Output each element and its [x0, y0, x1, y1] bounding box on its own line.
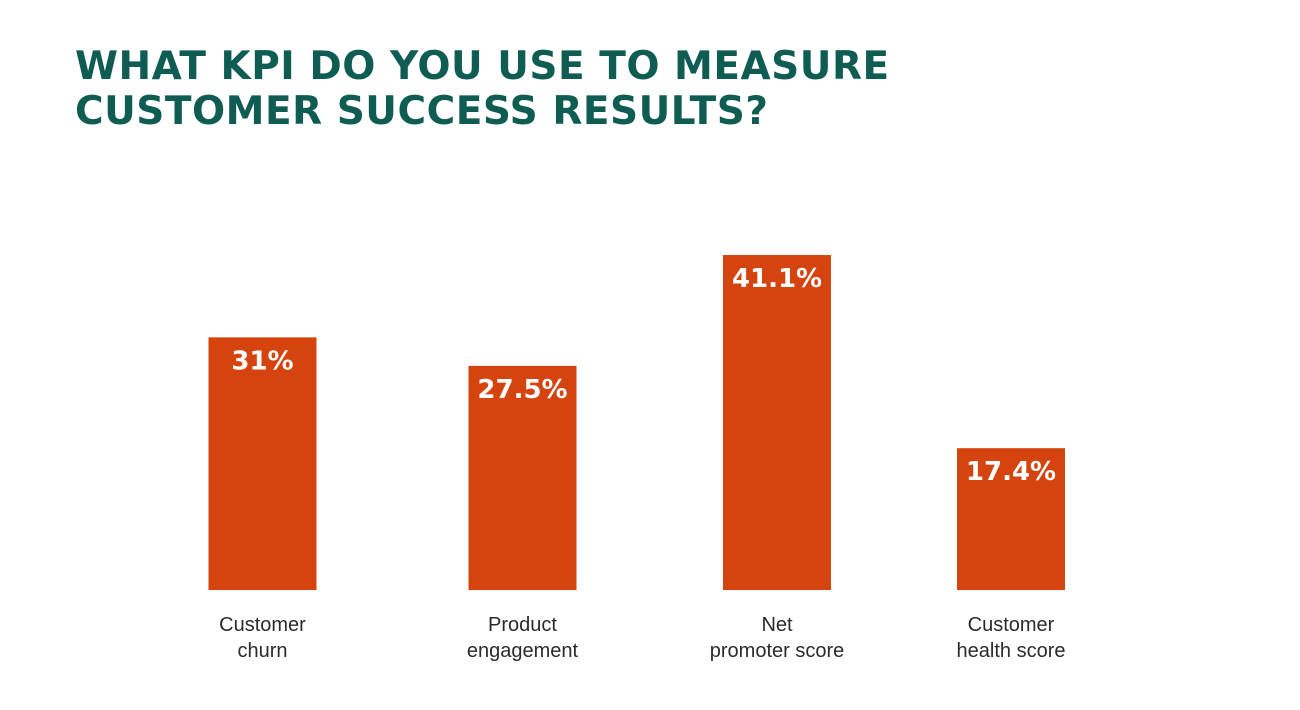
bar-2 [468, 365, 577, 590]
bar-value-label-1: 31% [231, 346, 293, 376]
category-label-line: Customer [968, 614, 1055, 636]
category-label-line: promoter score [710, 640, 845, 662]
category-label-1: Customer churn [219, 614, 306, 662]
category-label-line: Customer [219, 614, 306, 636]
bar-value-label-4: 17.4% [966, 457, 1056, 487]
category-label-line: Net [761, 614, 793, 636]
category-label-3: Net promoter score [710, 614, 845, 662]
chart-title: WHAT KPI DO YOU USE TO MEASURE CUSTOMER … [75, 44, 1075, 134]
bar-1 [208, 337, 317, 590]
bar-value-label-3: 41.1% [732, 264, 822, 294]
category-label-line: churn [237, 640, 287, 662]
category-label-line: health score [957, 640, 1066, 662]
bar-4 [957, 448, 1065, 590]
category-label-2: Product engagement [467, 614, 579, 662]
category-label-4: Customer health score [957, 614, 1066, 662]
category-label-line: engagement [467, 640, 579, 662]
chart-title-line-1: WHAT KPI DO YOU USE TO MEASURE [75, 44, 890, 89]
chart-title-line-2: CUSTOMER SUCCESS RESULTS? [75, 89, 769, 134]
bar-value-label-2: 27.5% [477, 375, 567, 405]
category-label-line: Product [488, 614, 557, 636]
bar-3 [723, 255, 831, 590]
